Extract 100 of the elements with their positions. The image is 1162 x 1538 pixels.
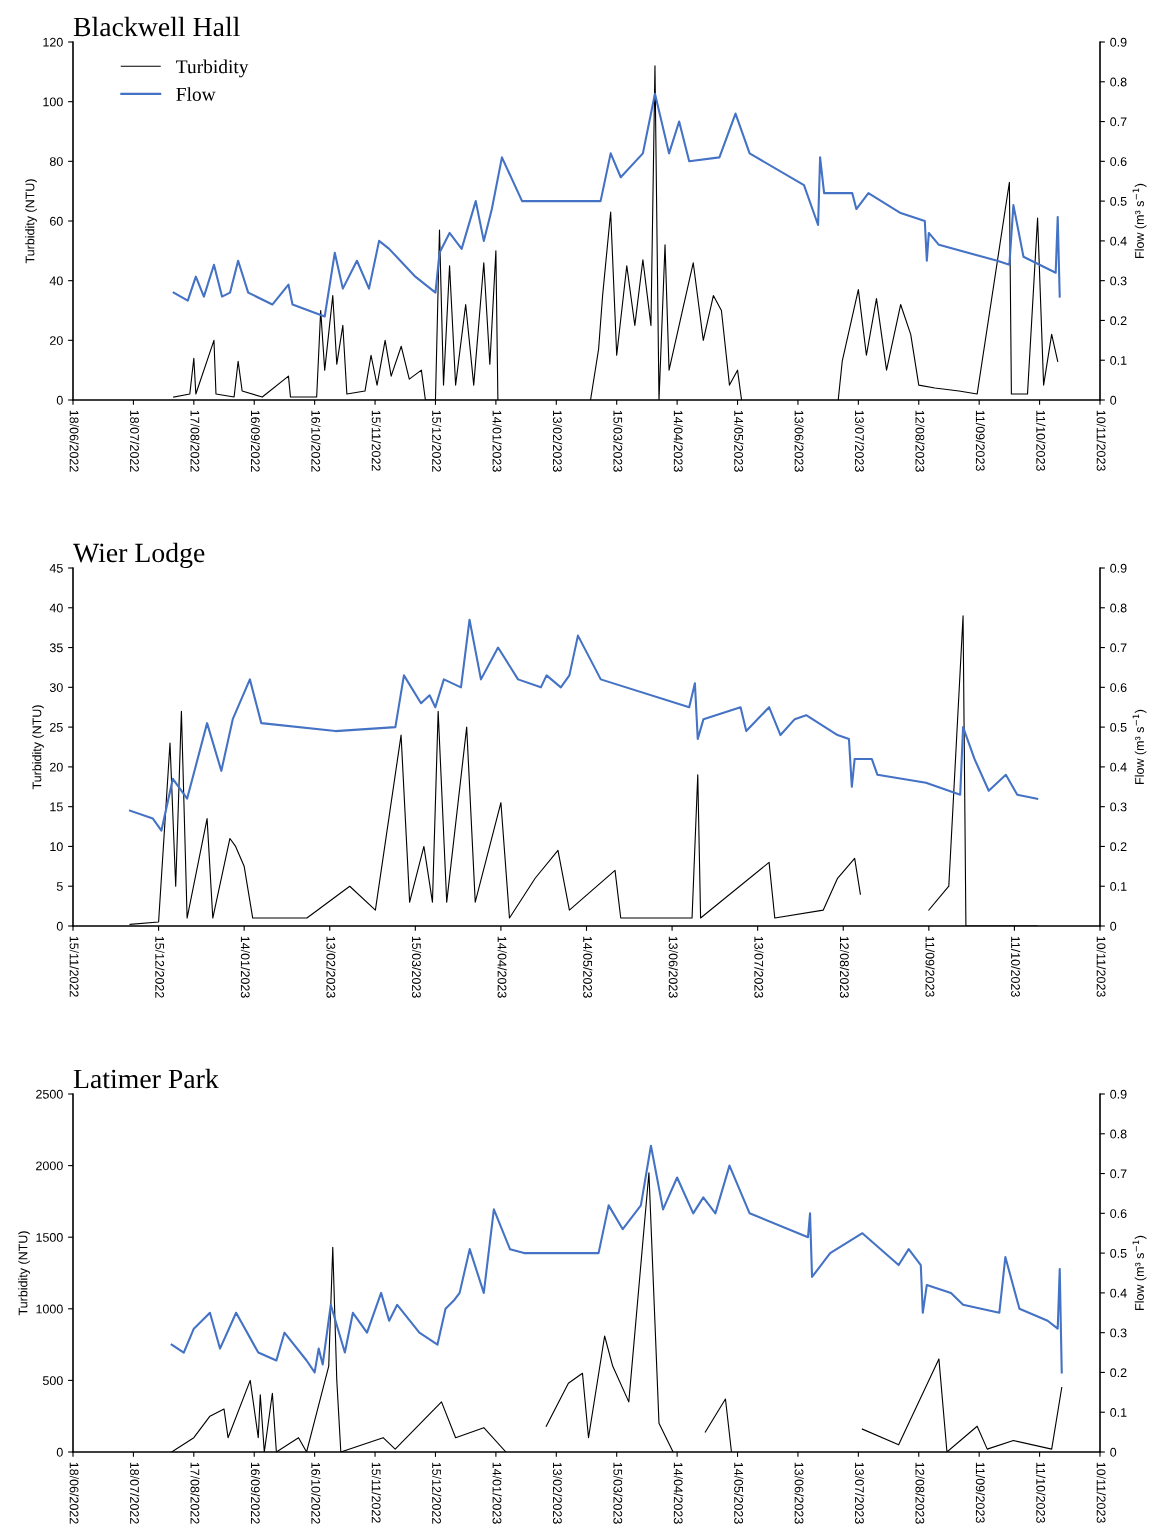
y2-tick-label: 0.9 xyxy=(1110,1089,1127,1099)
y2-tick-label: 0.5 xyxy=(1110,1248,1127,1258)
y2-tick-label: 0.8 xyxy=(1110,603,1127,613)
x-tick-label: 11/10/2023 xyxy=(1036,1462,1046,1523)
x-tick-label: 15/11/2022 xyxy=(69,936,79,997)
x-tick-label: 11/09/2023 xyxy=(975,410,985,471)
y-axis-title: Turbidity (NTU) xyxy=(32,705,44,790)
y2-tick-label: 0.8 xyxy=(1110,1129,1127,1139)
y-tick-label: 15 xyxy=(50,802,63,812)
y2-tick-label: 0.2 xyxy=(1110,1368,1127,1378)
y2-tick-label: 0.6 xyxy=(1110,683,1127,692)
y-tick-label: 0 xyxy=(56,921,63,931)
y-tick-label: 100 xyxy=(43,97,63,107)
chart-title: Wier Lodge xyxy=(73,542,205,568)
y2-tick-label: 0.6 xyxy=(1110,157,1127,166)
x-tick-label: 18/07/2022 xyxy=(130,1462,140,1524)
x-tick-label: 18/06/2022 xyxy=(69,1462,79,1524)
chart-title: Blackwell Hall xyxy=(73,16,240,37)
y-tick-label: 1000 xyxy=(36,1304,63,1314)
y2-tick-label: 0.3 xyxy=(1110,802,1127,812)
y2-tick-label: 0.6 xyxy=(1110,1209,1127,1218)
y-tick-label: 25 xyxy=(50,722,63,732)
x-tick-label: 10/11/2023 xyxy=(1096,1462,1106,1523)
x-tick-label: 17/08/2022 xyxy=(190,1462,200,1524)
y-tick-label: 45 xyxy=(49,563,63,573)
y2-axis-title: Flow (m³ s$^{−1}$) xyxy=(1132,1235,1147,1310)
x-tick-label: 15/03/2023 xyxy=(613,1462,623,1524)
y-tick-label: 30 xyxy=(49,683,63,692)
y-axis-title: Turbidity (NTU) xyxy=(18,1231,30,1316)
x-tick-label: 13/07/2023 xyxy=(855,410,865,472)
x-tick-label: 17/08/2022 xyxy=(190,410,200,472)
y2-tick-label: 0.1 xyxy=(1110,1408,1127,1417)
x-tick-label: 15/03/2023 xyxy=(411,936,422,998)
y2-tick-label: 0.2 xyxy=(1110,316,1127,326)
x-tick-label: 14/01/2023 xyxy=(240,936,250,998)
x-tick-label: 14/04/2023 xyxy=(673,1462,683,1524)
x-tick-label: 14/04/2023 xyxy=(673,410,683,472)
x-tick-label: 16/10/2022 xyxy=(311,410,321,472)
y-tick-label: 2500 xyxy=(36,1089,63,1099)
x-tick-label: 13/06/2023 xyxy=(794,1462,804,1524)
y2-tick-label: 0.3 xyxy=(1110,1328,1127,1338)
y2-tick-label: 0.4 xyxy=(1110,762,1127,772)
x-tick-label: 13/02/2023 xyxy=(552,410,563,472)
y-tick-label: 80 xyxy=(49,157,63,166)
y2-axis-title: Flow (m³ s$^{−1}$) xyxy=(1132,709,1147,784)
y-tick-label: 2000 xyxy=(36,1161,63,1171)
legend-label: Turbidity xyxy=(176,59,249,78)
y-axis-title: Turbidity (NTU) xyxy=(25,179,37,264)
x-tick-label: 18/06/2022 xyxy=(69,410,79,472)
x-tick-label: 12/08/2023 xyxy=(915,1462,925,1524)
x-tick-label: 12/08/2023 xyxy=(915,410,925,472)
line-series xyxy=(129,618,1039,832)
y2-tick-label: 0 xyxy=(1110,1447,1117,1457)
x-tick-label: 16/10/2022 xyxy=(311,1462,321,1524)
x-tick-label: 15/12/2022 xyxy=(432,1462,442,1524)
y-tick-label: 500 xyxy=(42,1376,63,1386)
x-tick-label: 13/06/2023 xyxy=(668,936,678,998)
y2-tick-label: 0.8 xyxy=(1110,77,1127,87)
x-tick-label: 11/09/2023 xyxy=(975,1462,985,1523)
x-tick-label: 14/05/2023 xyxy=(583,936,593,998)
x-tick-label: 13/02/2023 xyxy=(552,1462,563,1524)
y-tick-label: 0 xyxy=(56,1447,63,1457)
x-tick-label: 13/07/2023 xyxy=(754,936,764,998)
x-tick-label: 15/11/2022 xyxy=(371,1462,381,1523)
x-tick-label: 14/04/2023 xyxy=(497,936,507,998)
y-tick-label: 40 xyxy=(49,603,63,613)
x-tick-label: 14/05/2023 xyxy=(734,1462,744,1524)
y2-tick-label: 0.5 xyxy=(1110,722,1127,732)
y-tick-label: 20 xyxy=(50,336,63,345)
line-series xyxy=(170,1144,1063,1374)
y2-tick-label: 0.1 xyxy=(1110,356,1127,365)
y-tick-label: 20 xyxy=(50,762,63,772)
y2-tick-label: 0.9 xyxy=(1110,563,1127,573)
y2-tick-label: 0.9 xyxy=(1110,37,1127,47)
y-tick-label: 5 xyxy=(56,882,63,891)
y2-tick-label: 0.4 xyxy=(1110,1288,1127,1298)
y-tick-label: 40 xyxy=(49,276,63,286)
x-tick-label: 15/11/2022 xyxy=(371,410,381,471)
y2-tick-label: 0.4 xyxy=(1110,236,1127,246)
x-tick-label: 15/12/2022 xyxy=(432,410,442,472)
y2-axis-title: Flow (m³ s$^{−1}$) xyxy=(1132,183,1147,258)
y-tick-label: 60 xyxy=(50,216,63,226)
y2-tick-label: 0.7 xyxy=(1110,117,1127,127)
x-tick-label: 13/06/2023 xyxy=(794,410,804,472)
y2-tick-label: 0.3 xyxy=(1110,276,1127,286)
y-tick-label: 1500 xyxy=(36,1233,63,1242)
y2-tick-label: 0.5 xyxy=(1110,196,1127,206)
y2-tick-label: 0 xyxy=(1110,921,1117,931)
y-tick-label: 120 xyxy=(43,37,63,47)
x-tick-label: 13/02/2023 xyxy=(326,936,336,998)
chart-title: Latimer Park xyxy=(73,1068,219,1089)
x-tick-label: 16/09/2022 xyxy=(250,410,261,472)
legend-label: Flow xyxy=(176,87,216,101)
x-tick-label: 10/11/2023 xyxy=(1096,936,1106,997)
x-tick-label: 16/09/2022 xyxy=(250,1462,261,1524)
y2-tick-label: 0.2 xyxy=(1110,842,1127,852)
y2-tick-label: 0.7 xyxy=(1110,1169,1127,1179)
y2-tick-label: 0 xyxy=(1110,395,1117,405)
y2-tick-label: 0.1 xyxy=(1110,882,1127,891)
y-tick-label: 10 xyxy=(50,842,63,852)
